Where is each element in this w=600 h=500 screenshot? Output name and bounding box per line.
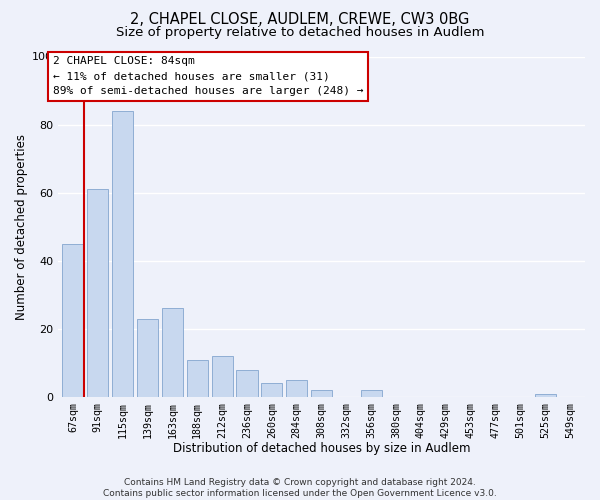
Bar	[137, 318, 158, 397]
Bar	[62, 244, 83, 397]
Bar	[87, 190, 109, 397]
Bar	[236, 370, 257, 397]
Text: 2 CHAPEL CLOSE: 84sqm
← 11% of detached houses are smaller (31)
89% of semi-deta: 2 CHAPEL CLOSE: 84sqm ← 11% of detached …	[53, 56, 363, 96]
Bar	[162, 308, 183, 397]
Bar	[535, 394, 556, 397]
Bar	[361, 390, 382, 397]
Bar	[286, 380, 307, 397]
Bar	[187, 360, 208, 397]
Text: Size of property relative to detached houses in Audlem: Size of property relative to detached ho…	[116, 26, 484, 39]
Text: Contains HM Land Registry data © Crown copyright and database right 2024.
Contai: Contains HM Land Registry data © Crown c…	[103, 478, 497, 498]
Bar	[112, 111, 133, 397]
Bar	[311, 390, 332, 397]
Y-axis label: Number of detached properties: Number of detached properties	[15, 134, 28, 320]
Bar	[261, 384, 283, 397]
X-axis label: Distribution of detached houses by size in Audlem: Distribution of detached houses by size …	[173, 442, 470, 455]
Bar	[212, 356, 233, 397]
Text: 2, CHAPEL CLOSE, AUDLEM, CREWE, CW3 0BG: 2, CHAPEL CLOSE, AUDLEM, CREWE, CW3 0BG	[130, 12, 470, 28]
